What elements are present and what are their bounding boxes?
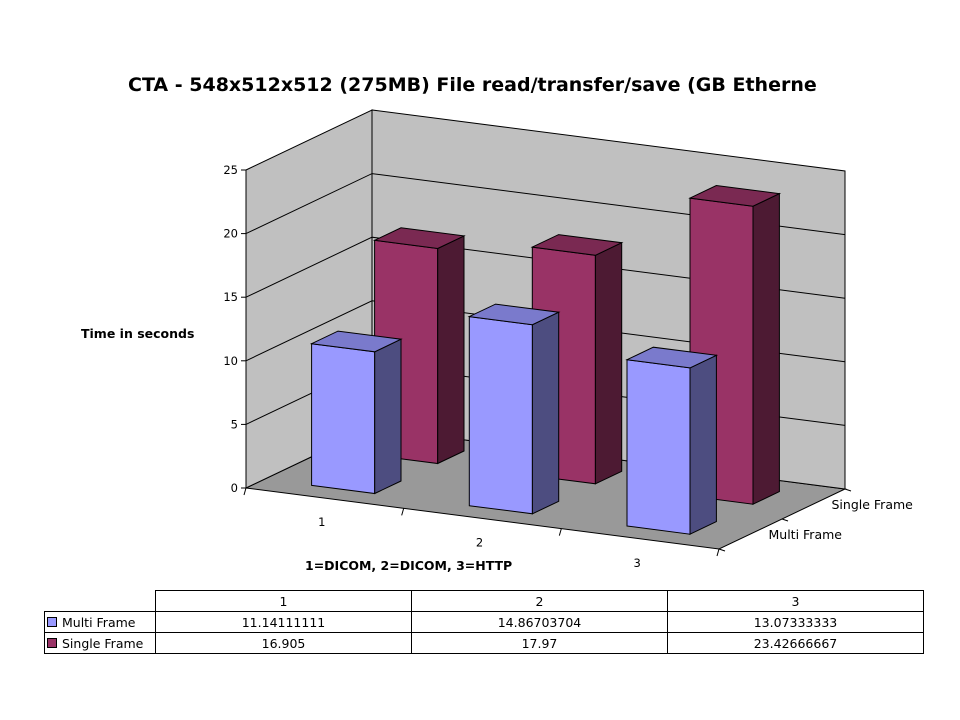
z-tick-mark (718, 548, 726, 552)
legend-entry-multi-frame: Multi Frame (44, 611, 156, 633)
bar-single-frame-3-side (752, 192, 780, 505)
y-tick-label: 15 (223, 290, 238, 304)
bar-single-frame-1-side (437, 235, 465, 465)
bar-multi-frame-2-side (531, 311, 560, 515)
bar-multi-frame-3-top (625, 346, 719, 369)
bar-single-frame-2-top (530, 234, 624, 256)
data-table: 1 2 3 Multi Frame 11.14111111 14.8670370… (44, 590, 924, 654)
bar-multi-frame-3-side (689, 354, 717, 535)
chart-title: CTA - 548x512x512 (275MB) File read/tran… (128, 74, 817, 96)
bar-multi-frame-2-front (468, 316, 533, 515)
x-tick-mark (716, 548, 720, 557)
y-tick-label: 25 (223, 163, 238, 177)
table-header-2: 2 (411, 590, 668, 612)
x-tick-label: 2 (476, 536, 483, 550)
gridline (245, 300, 846, 363)
y-tick-label: 0 (231, 481, 238, 495)
table-cell: 14.86703704 (411, 611, 668, 633)
table-row-multi-frame: Multi Frame 11.14111111 14.86703704 13.0… (44, 611, 924, 633)
x-tick-mark (243, 487, 247, 496)
y-tick-label: 10 (223, 354, 238, 368)
bar-multi-frame-1-front (311, 343, 376, 495)
table-header-3: 3 (667, 590, 924, 612)
bar-multi-frame-1-top (309, 330, 403, 353)
x-tick-label: 1 (318, 515, 325, 529)
bar-multi-frame-2-top (467, 303, 561, 326)
table-header-row: 1 2 3 (44, 590, 924, 612)
legend-entry-single-frame: Single Frame (44, 632, 156, 654)
gridline (245, 236, 846, 299)
legend-label-single-frame: Single Frame (62, 635, 144, 651)
table-cell: 16.905 (155, 632, 412, 654)
x-tick-label: 3 (634, 556, 641, 570)
table-corner-cell (44, 590, 156, 612)
table-row-single-frame: Single Frame 16.905 17.97 23.42666667 (44, 632, 924, 654)
table-cell: 13.07333333 (667, 611, 924, 633)
plot-area: 0 5 10 15 20 25 1 2 3 Multi Frame Single Frame (223, 109, 914, 570)
chart: CTA - 548x512x512 (275MB) File read/tran… (81, 74, 914, 573)
table-cell: 17.97 (411, 632, 668, 654)
series-depth-label: Multi Frame (769, 527, 843, 542)
x-axis-label: 1=DICOM, 2=DICOM, 3=HTTP (305, 558, 512, 573)
legend-swatch-multi-frame (47, 617, 57, 627)
series-depth-label: Single Frame (832, 497, 914, 512)
table-cell: 23.42666667 (667, 632, 924, 654)
table-header-1: 1 (155, 590, 412, 612)
table-cell: 11.14111111 (155, 611, 412, 633)
bar-single-frame-2-side (594, 241, 623, 485)
legend-swatch-single-frame (47, 638, 57, 648)
y-tick-label: 20 (223, 227, 238, 241)
z-tick-mark (781, 518, 789, 522)
x-tick-mark (401, 508, 405, 516)
x-tick-mark (558, 528, 562, 536)
legend-label-multi-frame: Multi Frame (62, 614, 136, 630)
y-axis-label: Time in seconds (81, 326, 194, 341)
bar-multi-frame-1-side (374, 338, 402, 495)
bar-multi-frame-3-front (626, 359, 691, 535)
y-tick-label: 5 (231, 417, 238, 431)
gridline (245, 173, 846, 236)
bar-single-frame-3-top (688, 184, 782, 207)
z-tick-mark (844, 488, 852, 492)
bar-single-frame-1-top (372, 227, 466, 250)
